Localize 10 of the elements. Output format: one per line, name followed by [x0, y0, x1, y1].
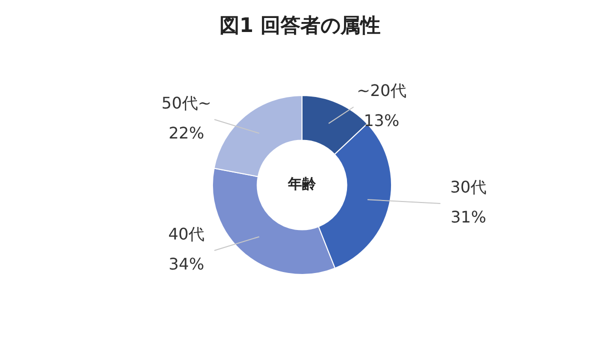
- text: 年齢: [287, 176, 317, 193]
- slice-label: 40代: [168, 224, 205, 244]
- slice-label: 50代~: [162, 94, 212, 113]
- chart-title: 図1 回答者の属性: [218, 12, 382, 39]
- data-label: 13%: [364, 111, 400, 130]
- slice-label: ~20代: [356, 81, 406, 100]
- data-label: 22%: [168, 124, 204, 143]
- data-label: 34%: [168, 254, 204, 274]
- slice-label: 30代: [450, 178, 487, 197]
- data-label: 31%: [450, 208, 486, 227]
